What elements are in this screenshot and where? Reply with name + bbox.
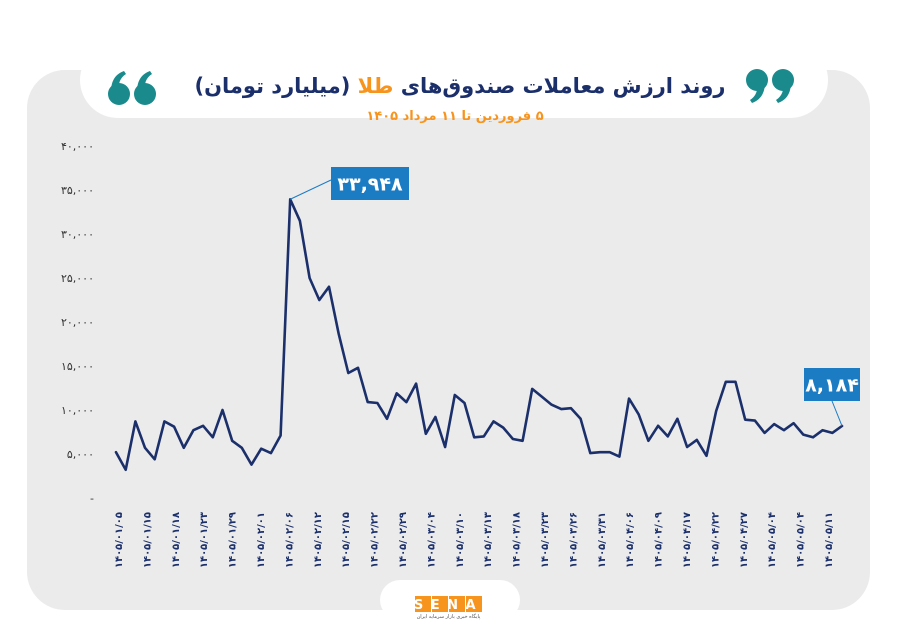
x-tick-label: ۱۴۰۵/۰۱/۰۵ <box>114 512 125 568</box>
logo-name: SENA <box>414 598 483 613</box>
chart-panel <box>27 70 870 610</box>
y-tick-label: ۳۵,۰۰۰ <box>61 184 94 197</box>
callout-box <box>804 368 860 401</box>
x-tick-label: ۱۴۰۵/۰۵/۱۱ <box>824 512 835 568</box>
x-tick-label: ۱۴۰۵/۰۳/۰۴ <box>426 512 437 568</box>
title-highlight: طلا <box>358 74 394 98</box>
title-main: روند ارزش معاملات صندوق‌های <box>393 74 725 98</box>
annotations: ۳۳,۹۴۸ ۸,۱۸۴ <box>290 167 860 427</box>
x-tick-label: ۱۴۰۵/۰۱/۱۵ <box>142 512 153 568</box>
x-tick-label: ۱۴۰۵/۰۴/۲۷ <box>739 512 750 568</box>
x-tick-label: ۱۴۰۵/۰۳/۳۱ <box>597 512 608 568</box>
logo-box-n <box>449 596 465 612</box>
x-axis: ۱۴۰۵/۰۱/۰۵ ۱۴۰۵/۰۱/۱۵ ۱۴۰۵/۰۱/۱۸ ۱۴۰۵/۰۱/۲۳… <box>114 512 835 568</box>
y-tick-label: ۱۵,۰۰۰ <box>61 360 94 373</box>
y-tick-label: ۳۰,۰۰۰ <box>61 228 94 241</box>
x-tick-label: ۱۴۰۵/۰۵/۰۴ <box>796 512 807 568</box>
x-tick-label: ۱۴۰۵/۰۱/۲۹ <box>228 512 239 568</box>
quote-left-icon <box>108 71 156 105</box>
series-line-group <box>114 198 844 472</box>
x-tick-label: ۱۴۰۵/۰۱/۱۸ <box>171 512 182 568</box>
x-tick-label: ۱۴۰۵/۰۱/۲۳ <box>199 512 210 568</box>
logo-tagline: پایگاه خبری بازار سرمایه ایران <box>417 613 481 620</box>
x-tick-label: ۱۴۰۵/۰۲/۱۲ <box>313 512 324 568</box>
x-tick-label: ۱۴۰۵/۰۳/۲۳ <box>540 512 551 568</box>
series-line <box>114 198 844 472</box>
logo-box-s <box>415 596 431 612</box>
callout-box <box>331 167 409 200</box>
y-tick-label: ۲۰,۰۰۰ <box>61 316 94 329</box>
chart-subtitle: ۵ فروردین تا ۱۱ مرداد ۱۴۰۵ <box>366 109 543 124</box>
sena-logo: SENA پایگاه خبری بازار سرمایه ایران <box>414 596 483 620</box>
logo-box-a <box>466 596 482 612</box>
x-tick-label: ۱۴۰۵/۰۴/۲۲ <box>710 512 721 568</box>
x-tick-label: ۱۴۰۵/۰۳/۱۸ <box>512 512 523 568</box>
x-tick-label: ۱۴۰۵/۰۲/۱۵ <box>341 512 352 568</box>
data-label: ۳۳,۹۴۸ <box>337 174 403 196</box>
x-tick-label: ۱۴۰۵/۰۳/۱۳ <box>483 512 494 568</box>
logo-box-e <box>432 596 448 612</box>
header-pill <box>80 42 828 118</box>
data-label: ۸,۱۸۴ <box>805 375 859 397</box>
x-tick-label: ۱۴۰۵/۰۵/۰۴ <box>767 512 778 568</box>
x-tick-label: ۱۴۰۵/۰۳/۲۶ <box>568 512 579 568</box>
x-tick-label: ۱۴۰۵/۰۲/۰۱ <box>256 512 267 568</box>
y-tick-label: ۵,۰۰۰ <box>67 448 94 461</box>
callout-leader <box>831 400 843 427</box>
x-tick-label: ۱۴۰۵/۰۲/۲۲ <box>370 512 381 568</box>
y-tick-label: ۱۰,۰۰۰ <box>61 404 94 417</box>
x-tick-label: ۱۴۰۵/۰۲/۰۶ <box>284 512 295 568</box>
callout-leader <box>290 179 332 200</box>
x-tick-label: ۱۴۰۵/۰۴/۰۹ <box>654 512 665 568</box>
y-tick-label: ۴۰,۰۰۰ <box>61 140 94 153</box>
title-unit: (میلیارد تومان) <box>195 74 358 98</box>
x-tick-label: ۱۴۰۵/۰۳/۱۰ <box>455 512 466 568</box>
y-tick-label: ۲۵,۰۰۰ <box>61 272 94 285</box>
y-axis: - ۵,۰۰۰ ۱۰,۰۰۰ ۱۵,۰۰۰ ۲۰,۰۰۰ ۲۵,۰۰۰ ۳۰,۰۰۰ ۳۵,۰… <box>61 140 94 505</box>
x-tick-label: ۱۴۰۵/۰۲/۲۹ <box>398 512 409 568</box>
quote-right-icon <box>746 69 794 103</box>
x-tick-label: ۱۴۰۵/۰۴/۱۷ <box>682 512 693 568</box>
chart-title: روند ارزش معاملات صندوق‌های طلا (میلیارد… <box>195 74 726 98</box>
x-tick-label: ۱۴۰۵/۰۴/۰۶ <box>625 512 636 568</box>
y-tick-label: - <box>90 492 94 505</box>
double-quote-icon <box>108 69 794 105</box>
